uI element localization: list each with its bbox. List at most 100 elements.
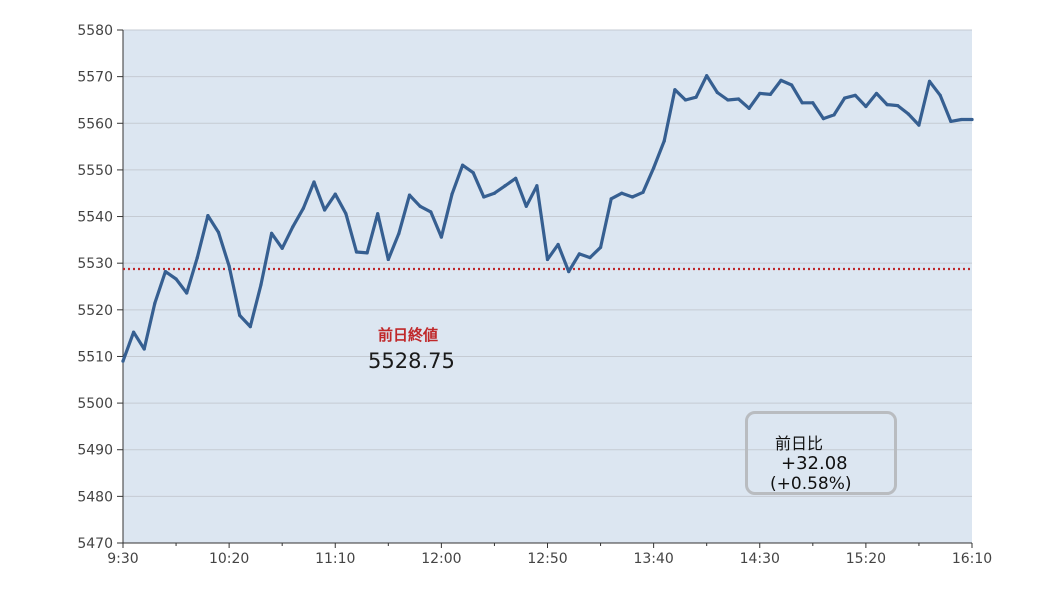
gridlines [123, 29, 972, 497]
data-point [248, 325, 252, 329]
data-point [620, 191, 624, 195]
data-point [864, 104, 868, 109]
data-point [439, 235, 443, 239]
series-layer [121, 74, 974, 363]
data-point [365, 251, 369, 255]
data-point [132, 330, 136, 334]
data-point [524, 204, 528, 208]
x-axis: 9:30 10:20 11:10 12:00 12:50 13:40 14:30 15:20 1… [107, 543, 992, 567]
x-tick-label: 13:40 [633, 551, 673, 567]
data-point [715, 90, 719, 95]
data-point [747, 106, 751, 110]
x-tick-label: 11:10 [315, 551, 355, 567]
y-tick-label: 5560 [77, 116, 113, 132]
data-point [174, 277, 178, 281]
data-point [641, 190, 645, 194]
data-point [779, 78, 783, 82]
data-point [216, 230, 221, 235]
data-point [492, 191, 497, 195]
data-point [397, 231, 401, 235]
change-percent: (+0.58%) [770, 474, 852, 494]
data-point [121, 359, 125, 363]
data-point [153, 301, 157, 305]
data-point [333, 192, 337, 196]
data-point [970, 117, 974, 122]
x-tick-label: 10:20 [209, 551, 249, 567]
data-point [482, 195, 486, 199]
previous-close-value: 5528.75 [368, 349, 455, 373]
data-point [789, 83, 794, 87]
data-point [843, 96, 847, 100]
data-point [386, 257, 390, 262]
data-point [195, 255, 199, 260]
y-tick-label: 5470 [77, 536, 113, 552]
y-tick-label: 5510 [77, 349, 113, 365]
data-point [291, 225, 295, 229]
data-point [662, 139, 666, 143]
y-tick-label: 5550 [77, 163, 113, 179]
y-tick-label: 5540 [77, 210, 113, 226]
data-point [853, 93, 857, 97]
data-point [185, 291, 189, 295]
data-point [269, 231, 274, 235]
data-point [736, 97, 741, 101]
data-point [163, 269, 168, 274]
data-point [238, 313, 242, 318]
x-tick-label: 16:10 [952, 551, 992, 567]
data-point [312, 180, 316, 184]
data-point [556, 242, 560, 247]
data-point [567, 269, 571, 274]
data-point [959, 117, 963, 122]
data-point [450, 192, 454, 196]
data-point [280, 246, 284, 250]
data-point [206, 214, 210, 218]
data-point [705, 74, 709, 78]
y-tick-label: 5570 [77, 70, 113, 86]
data-point [577, 252, 581, 256]
data-point [545, 257, 550, 262]
data-point [301, 206, 306, 210]
change-title: 前日比 [775, 434, 824, 453]
data-point [142, 347, 146, 351]
data-point [917, 123, 921, 127]
data-point [630, 195, 635, 199]
x-tick-label: 9:30 [107, 551, 138, 567]
data-point [906, 112, 910, 116]
data-point [598, 245, 603, 249]
data-point [418, 204, 422, 208]
data-point [694, 95, 698, 99]
data-point [673, 88, 677, 92]
data-point [259, 283, 263, 287]
data-point [503, 184, 507, 188]
data-point [376, 212, 380, 216]
data-point [938, 93, 942, 97]
x-tick-label: 14:30 [740, 551, 780, 567]
data-point [588, 255, 592, 260]
x-tick-label: 15:20 [846, 551, 886, 567]
x-tick-label: 12:00 [421, 551, 461, 567]
data-point [874, 91, 879, 96]
y-tick-label: 5490 [77, 443, 113, 459]
data-point [429, 210, 433, 214]
y-tick-label: 5580 [77, 23, 113, 39]
data-point [609, 197, 613, 201]
data-point [407, 193, 412, 197]
data-point [471, 171, 475, 175]
data-point [896, 103, 900, 108]
y-tick-label: 5480 [77, 489, 113, 505]
data-point [800, 101, 804, 105]
data-point [758, 91, 762, 96]
previous-close-label: 前日終値 [378, 326, 439, 344]
y-tick-label: 5520 [77, 303, 113, 319]
data-point [354, 250, 359, 254]
data-point [768, 92, 772, 96]
data-point [227, 264, 231, 268]
data-point [344, 212, 348, 216]
data-point [461, 163, 465, 167]
data-point [832, 113, 836, 117]
y-tick-label: 5530 [77, 256, 113, 272]
data-point [949, 119, 953, 124]
data-point [927, 79, 932, 83]
data-point [821, 117, 826, 121]
